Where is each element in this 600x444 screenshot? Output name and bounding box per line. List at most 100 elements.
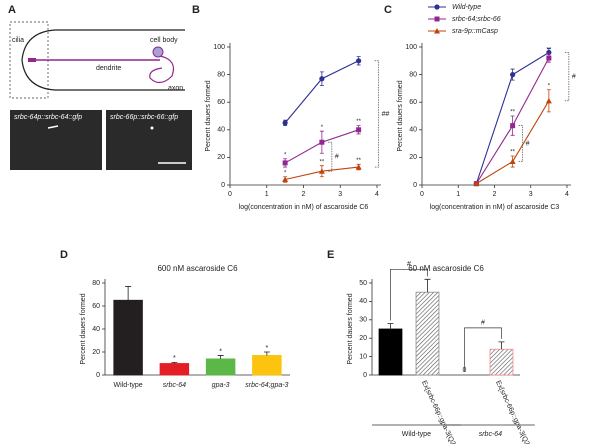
bracket	[518, 125, 523, 162]
y-tick-label: 40	[217, 127, 225, 134]
y-tick-label: 20	[217, 154, 225, 161]
y-tick-label: 30	[359, 317, 367, 324]
significance-label: #	[407, 261, 411, 268]
significance-label: *	[548, 83, 551, 89]
significance-label: *	[219, 348, 222, 355]
cilia	[28, 58, 36, 62]
significance-label: #	[572, 74, 576, 81]
significance-label: **	[547, 47, 552, 53]
part-label: axon	[168, 85, 183, 92]
significance-label: #	[526, 140, 530, 147]
y-tick-label: 20	[92, 349, 100, 356]
point	[510, 123, 516, 129]
significance-label: **	[510, 110, 515, 116]
error-bar	[498, 341, 505, 350]
y-tick-label: 50	[359, 280, 367, 287]
x-axis-label: log(concentration in nM) of ascaroside C…	[430, 204, 560, 211]
y-tick-label: 0	[221, 182, 225, 189]
x-tick-label: 2	[302, 191, 306, 198]
x-tick-label: Wild-type	[114, 382, 143, 389]
bar	[378, 328, 403, 376]
legend-label: Wild-type	[452, 4, 481, 11]
x-axis-label: log(concentration in nM) of ascaroside C…	[239, 204, 369, 211]
x-tick-label: gpa-3	[212, 382, 230, 389]
x-tick-label: 4	[565, 191, 569, 198]
micrograph	[10, 110, 102, 170]
panel-label: A	[8, 4, 16, 16]
point	[282, 160, 288, 166]
part-label: cell body	[150, 37, 178, 44]
point	[318, 168, 325, 174]
y-axis-label: Percent dauers formed	[347, 293, 354, 364]
significance-label: **	[510, 150, 515, 156]
bar	[113, 299, 143, 376]
group-label: srbc-64	[479, 431, 502, 438]
bracket	[390, 268, 428, 321]
y-tick-label: 0	[363, 372, 367, 379]
significance-label: #	[335, 154, 339, 161]
y-tick-label: 40	[92, 326, 100, 333]
y-tick-label: 0	[413, 182, 417, 189]
panel-label: E	[327, 249, 334, 261]
y-tick-label: 0	[96, 372, 100, 379]
point	[434, 4, 440, 10]
part-label: cilia	[12, 37, 24, 44]
bar	[159, 363, 190, 376]
x-tick-label: 0	[420, 191, 424, 198]
x-tick-label: 3	[529, 191, 533, 198]
y-tick-label: 60	[92, 303, 100, 310]
error-bar	[217, 355, 224, 359]
y-tick-label: 10	[359, 353, 367, 360]
error-bar	[125, 286, 132, 301]
y-tick-label: 40	[409, 127, 417, 134]
x-tick-label: 1	[456, 191, 460, 198]
cell-body	[152, 46, 164, 58]
point	[356, 127, 362, 133]
point	[319, 139, 325, 145]
panel-label: B	[192, 4, 200, 16]
y-tick-label: 20	[409, 154, 417, 161]
significance-label: **	[320, 159, 325, 165]
panel-a: A cilia dendrite cell body axon srbc-64p…	[8, 4, 192, 170]
chart-title: 60 nM ascaroside C6	[408, 264, 484, 273]
significance-label: ##	[382, 111, 390, 118]
series-line	[284, 60, 359, 124]
bar	[415, 291, 440, 376]
y-tick-label: 60	[217, 99, 225, 106]
micrograph	[106, 110, 192, 170]
y-tick-label: 60	[409, 99, 417, 106]
significance-label: *	[284, 152, 287, 158]
bar	[252, 355, 282, 376]
error-bar	[171, 361, 178, 364]
x-tick-label: 1	[265, 191, 269, 198]
error-bar	[424, 278, 431, 293]
image-label: srbc-66p::srbc-66::gfp	[110, 114, 178, 121]
point	[434, 28, 440, 34]
x-tick-label: srbc-64;gpa-3	[245, 382, 288, 389]
bar	[489, 348, 514, 376]
chart-title: 600 nM ascaroside C6	[157, 264, 238, 273]
worm-outline	[21, 29, 185, 91]
bracket	[327, 141, 333, 172]
bracket	[374, 60, 379, 168]
x-tick-label: srbc-64	[163, 382, 186, 389]
y-axis-label: Percent dauers formed	[205, 80, 212, 151]
image-label: srbc-64p::srbc-64::gfp	[14, 114, 82, 121]
panel-label: C	[384, 4, 392, 16]
point	[510, 72, 516, 78]
significance-label: *	[266, 345, 269, 352]
gfp-signal	[150, 126, 154, 130]
point	[434, 16, 440, 22]
error-bar	[387, 323, 394, 329]
legend-label: srbc-64;srbc-66	[452, 16, 501, 23]
x-tick-label: 4	[375, 191, 379, 198]
bar	[205, 358, 236, 376]
error-bar	[263, 351, 270, 356]
significance-label: **	[356, 119, 361, 125]
group-label: Wild-type	[402, 431, 431, 438]
significance-label: #	[481, 320, 485, 327]
y-axis-label: Percent dauers formed	[80, 293, 87, 364]
significance-label: *	[321, 125, 324, 131]
axon	[149, 55, 175, 84]
